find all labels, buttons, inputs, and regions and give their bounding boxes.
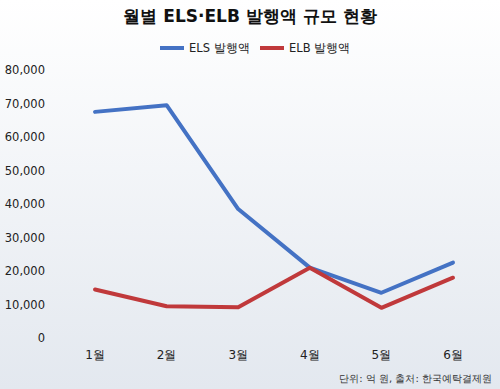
category-label: 5월 (372, 348, 392, 362)
tick-label: 0 (38, 331, 45, 345)
legend-swatch (260, 46, 284, 50)
category-label: 6월 (443, 348, 463, 362)
tick-label: 60,000 (5, 130, 45, 144)
legend-label: ELB 발행액 (289, 41, 350, 55)
annotation: 단위: 억 원, 출처: 한국예탁결제원 (339, 373, 492, 384)
tick-label: 40,000 (5, 197, 45, 211)
legend-label: ELS 발행액 (189, 41, 250, 55)
tick-label: 20,000 (5, 264, 45, 278)
tick-mark (52, 137, 55, 138)
tick-mark (52, 304, 55, 305)
background (0, 0, 500, 389)
tick-mark (52, 237, 55, 238)
x-axis: 1월 2월 3월 4월 5월 6월 (85, 348, 463, 362)
chart: 월별 ELS·ELB 발행액 규모 현황 ELS 발행액 ELB 발행액 0 10,00… (0, 0, 500, 389)
tick-label: 50,000 (5, 164, 45, 178)
series-line (95, 268, 453, 308)
category-label: 1월 (85, 348, 105, 362)
tick-mark (52, 170, 55, 171)
tick-mark (52, 204, 55, 205)
tick-mark (52, 338, 55, 339)
tick-label: 10,000 (5, 298, 45, 312)
legend-swatch (160, 46, 184, 50)
category-label: 4월 (300, 348, 320, 362)
series-line (95, 105, 453, 293)
plot-area (95, 105, 453, 308)
category-label: 3월 (228, 348, 248, 362)
tick-mark (52, 70, 55, 71)
title: 월별 ELS·ELB 발행액 규모 현황 (123, 6, 376, 26)
tick-label: 70,000 (5, 97, 45, 111)
category-label: 2월 (157, 348, 177, 362)
legend: ELS 발행액 ELB 발행액 (160, 41, 350, 55)
y-axis: 0 10,000 20,000 30,000 40,000 50,000 60,000 70,… (5, 63, 55, 345)
tick-mark (52, 271, 55, 272)
tick-label: 80,000 (5, 63, 45, 77)
tick-label: 30,000 (5, 231, 45, 245)
tick-mark (52, 103, 55, 104)
